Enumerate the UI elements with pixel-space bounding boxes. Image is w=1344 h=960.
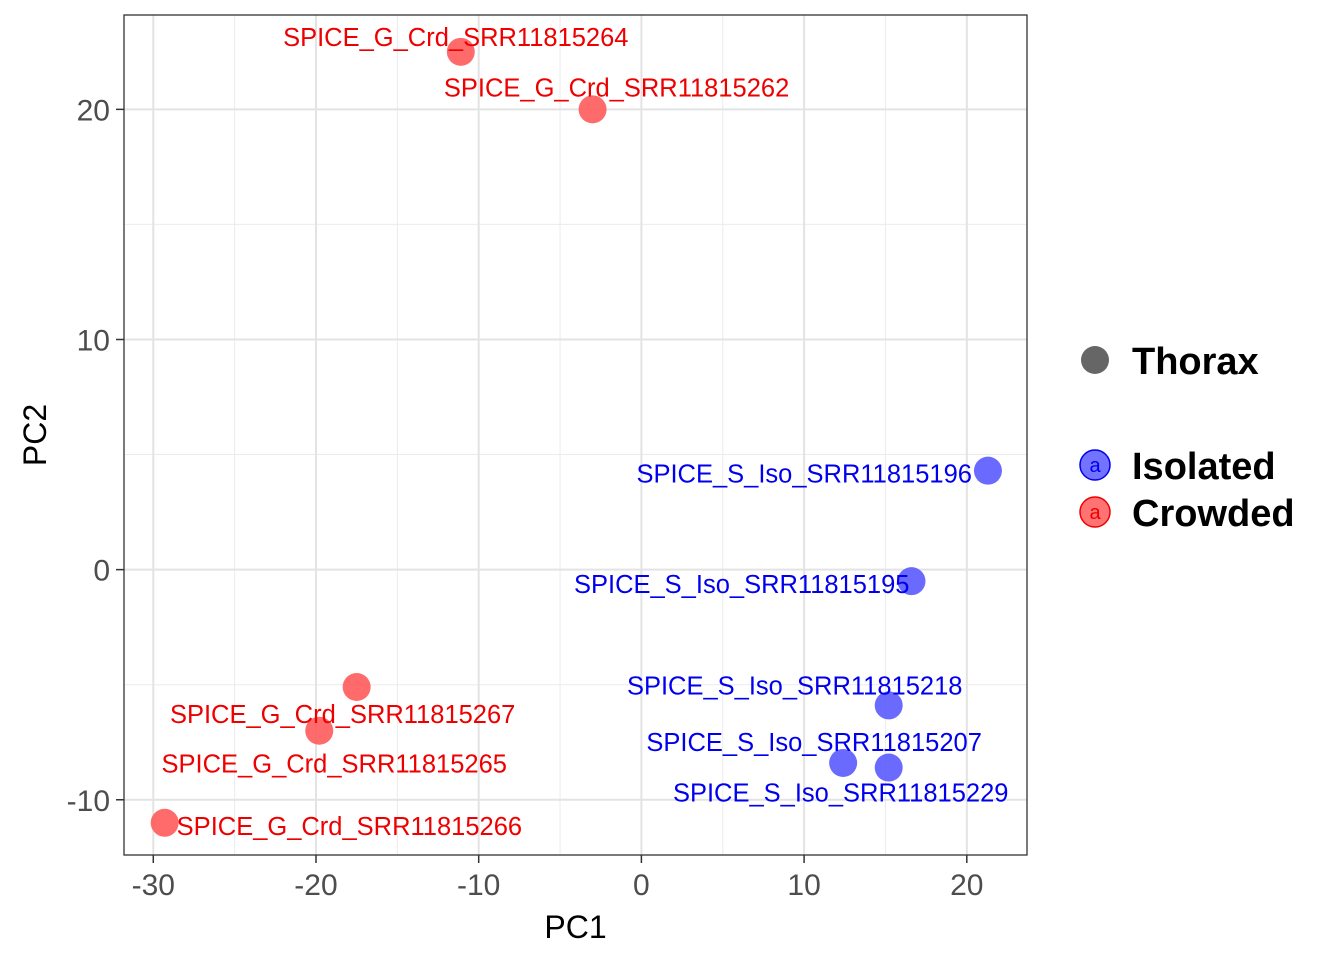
data-point-isolated <box>829 748 858 777</box>
data-point-crowded <box>342 673 371 701</box>
legend-label-crowded: Crowded <box>1132 493 1295 535</box>
point-label: SPICE_S_Iso_SRR11815207 <box>646 729 982 757</box>
svg-text:a: a <box>1089 455 1101 477</box>
legend-shape-title: Thorax <box>1132 341 1259 383</box>
legend-key-isolated: a <box>1079 449 1111 481</box>
point-label: SPICE_S_Iso_SRR11815218 <box>627 672 963 700</box>
y-axis-title: PC2 <box>17 404 53 466</box>
data-points <box>150 37 1002 837</box>
point-label: SPICE_S_Iso_SRR11815195 <box>574 571 910 599</box>
y-tick-label: -10 <box>67 785 110 818</box>
legend-key-crowded: a <box>1079 496 1111 528</box>
point-label: SPICE_S_Iso_SRR11815229 <box>673 780 1009 808</box>
legend-label-isolated: Isolated <box>1132 446 1276 488</box>
data-point-crowded <box>305 716 334 745</box>
legend: Thorax a Isolated a Crowded <box>1079 341 1295 535</box>
svg-text:a: a <box>1089 502 1101 524</box>
point-label: SPICE_G_Crd_SRR11815265 <box>162 751 507 779</box>
point-label: SPICE_G_Crd_SRR11815267 <box>170 701 515 729</box>
y-tick-label: 20 <box>77 94 110 127</box>
data-point-isolated <box>874 691 903 720</box>
y-tick-label: 0 <box>93 555 110 588</box>
point-label: SPICE_G_Crd_SRR11815264 <box>283 24 628 52</box>
point-labels: SPICE_S_Iso_SRR11815196 SPICE_S_Iso_SRR11… <box>162 24 1009 841</box>
point-label: SPICE_S_Iso_SRR11815196 <box>636 461 972 489</box>
data-point-crowded <box>446 37 475 66</box>
data-point-isolated <box>897 567 926 596</box>
data-point-isolated <box>973 456 1002 485</box>
x-tick-label: -30 <box>132 869 175 902</box>
y-tick-label: 10 <box>77 324 110 357</box>
data-point-isolated <box>874 753 903 782</box>
x-axis-title: PC1 <box>544 909 606 945</box>
data-point-crowded <box>578 95 607 124</box>
point-label: SPICE_G_Crd_SRR11815266 <box>177 813 522 841</box>
point-label: SPICE_G_Crd_SRR11815262 <box>444 74 789 102</box>
axis-ticks: -30 -20 -10 0 10 20 -10 0 10 20 <box>67 94 984 902</box>
x-tick-label: -10 <box>457 869 500 902</box>
plot-panel-border <box>123 14 1028 856</box>
x-tick-label: 10 <box>787 869 820 902</box>
data-point-crowded <box>150 808 179 837</box>
x-tick-label: 20 <box>950 869 983 902</box>
legend-shape-key <box>1081 346 1109 374</box>
grid-lines <box>124 15 1027 855</box>
x-tick-label: -20 <box>294 869 337 902</box>
x-tick-label: 0 <box>633 869 650 902</box>
